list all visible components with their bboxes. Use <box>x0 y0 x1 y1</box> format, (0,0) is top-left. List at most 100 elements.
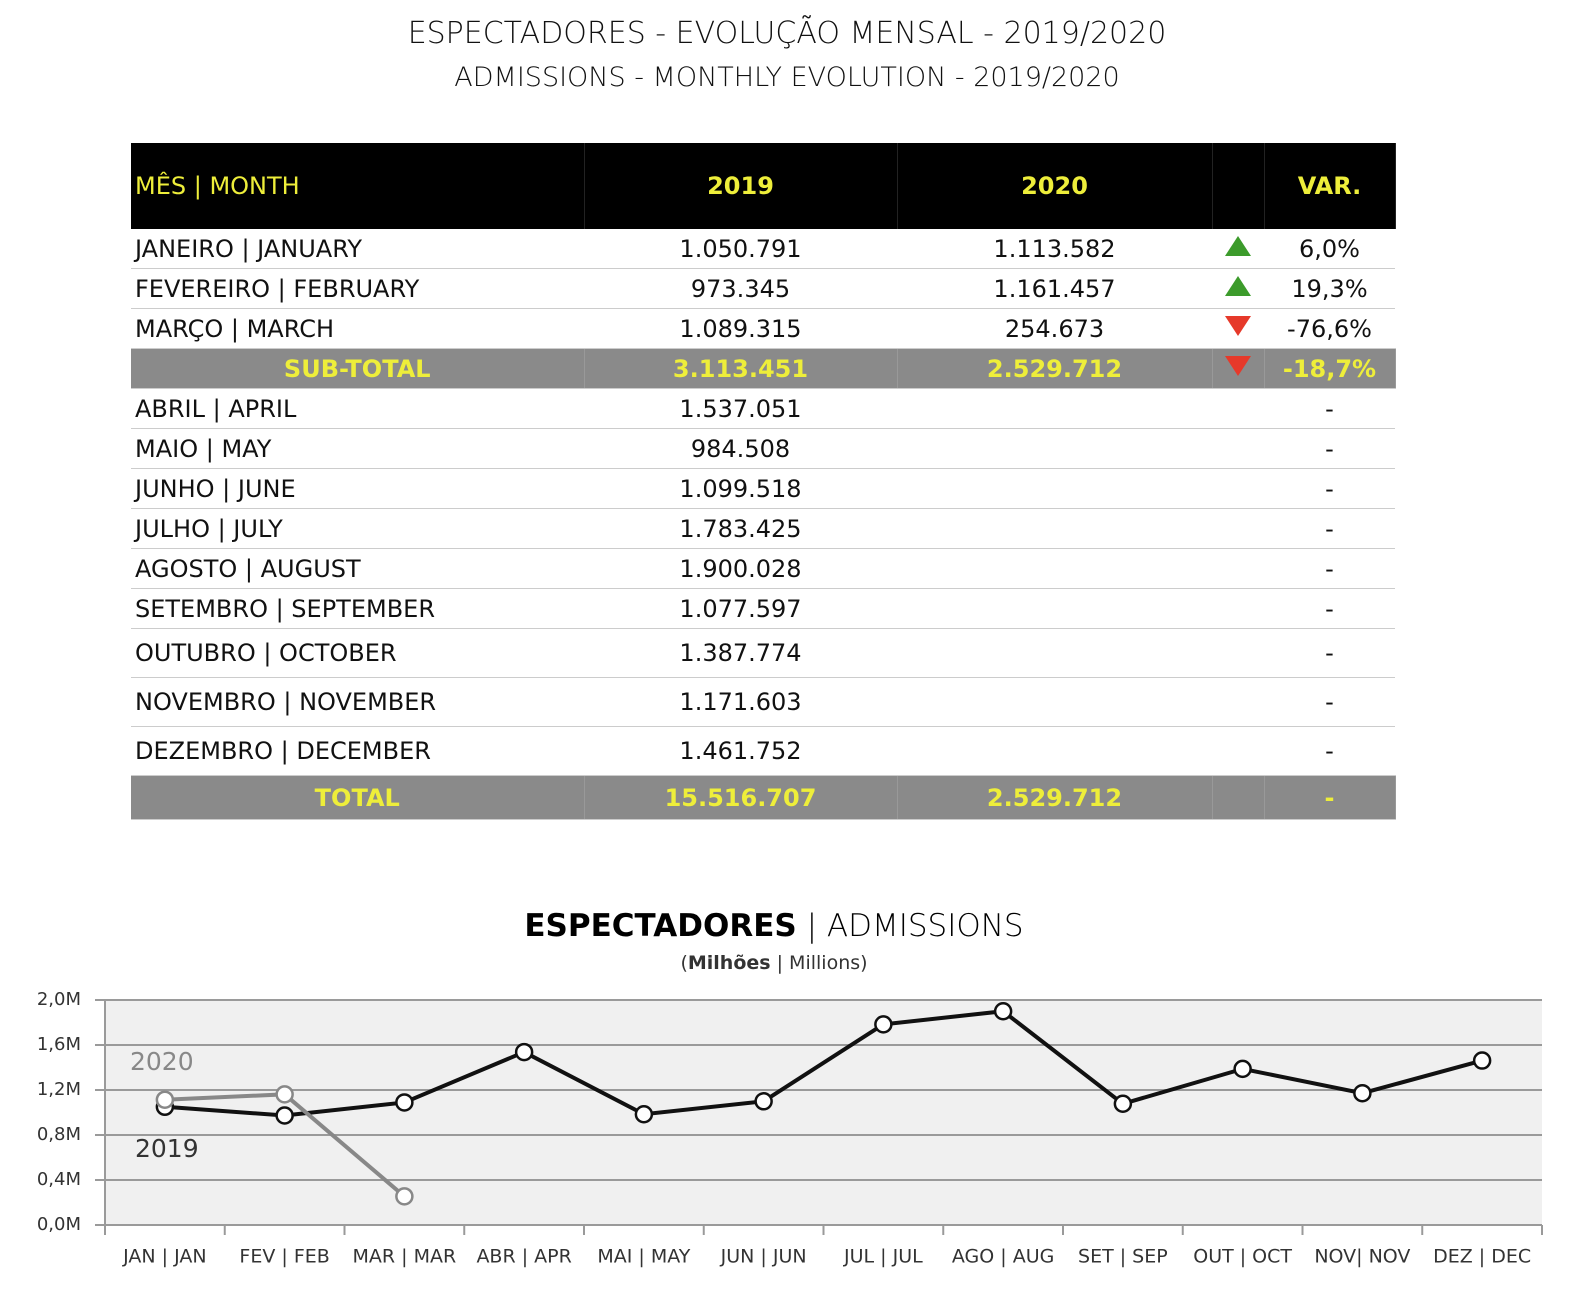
x-tick-label: JUN | JUN <box>720 1246 807 1268</box>
arrow <box>1225 275 1251 296</box>
cell: 1.099.518 <box>584 468 897 509</box>
arrow-icon <box>1225 235 1251 256</box>
cell: FEVEREIRO | FEBRUARY <box>131 268 584 309</box>
cell: SUB-TOTAL <box>131 348 585 389</box>
cell: 15.516.707 <box>584 775 898 820</box>
point <box>1233 1059 1252 1079</box>
highlight-row: TOTAL 15.516.707 2.529.712 - <box>131 775 1396 820</box>
cell <box>897 677 1212 727</box>
point <box>395 1187 414 1206</box>
cell: JUNHO | JUNE <box>131 468 584 509</box>
row: JANEIRO | JANUARY 1.050.791 1.113.582 6,0% <box>131 229 1395 269</box>
cell <box>897 508 1212 549</box>
x-tick-label: AGO | AUG <box>952 1246 1054 1268</box>
cell: 1.077.597 <box>584 588 897 629</box>
x-tick-label: MAR | MAR <box>353 1246 457 1268</box>
cell: SETEMBRO | SEPTEMBER <box>131 588 584 629</box>
cell <box>1212 308 1264 349</box>
cell <box>1212 628 1264 678</box>
cell: 19,3% <box>1264 268 1395 309</box>
cell: - <box>1264 588 1395 629</box>
x-tick-label: JUL | JUL <box>843 1246 923 1268</box>
row: ABRIL | APRIL 1.537.051 - <box>131 388 1395 429</box>
cell: MAIO | MAY <box>131 428 584 469</box>
x-tick-label: FEV | FEB <box>239 1246 329 1268</box>
cell <box>1212 588 1264 629</box>
cell: AGOSTO | AUGUST <box>131 548 584 589</box>
cell: 1.387.774 <box>584 628 897 678</box>
cell: 2.529.712 <box>897 348 1213 389</box>
y-tick-label: 0,4M <box>37 1169 81 1190</box>
cell: - <box>1264 628 1395 678</box>
x-tick-label: NOV| NOV <box>1314 1246 1410 1268</box>
point <box>1472 1051 1492 1070</box>
cell: JULHO | JULY <box>131 508 584 549</box>
plot-background <box>105 1000 1542 1225</box>
cell: -18,7% <box>1264 348 1396 389</box>
x-tick-label: SET | SEP <box>1078 1246 1168 1268</box>
cell: - <box>1264 468 1395 509</box>
cell <box>1212 268 1264 309</box>
header-cell: 2019 <box>584 143 898 229</box>
row: AGOSTO | AUGUST 1.900.028 - <box>131 548 1395 589</box>
cell: 3.113.451 <box>584 348 898 389</box>
cell: 1.783.425 <box>584 508 897 549</box>
cell: - <box>1264 428 1395 469</box>
cell: 984.508 <box>584 428 897 469</box>
cell: 1.171.603 <box>584 677 897 727</box>
row: JUNHO | JUNE 1.099.518 - <box>131 468 1395 509</box>
chart: ESPECTADORES | ADMISSIONS (Milhões | Mil… <box>37 908 1543 1268</box>
x-tick-label: ABR | APR <box>476 1246 571 1268</box>
cell <box>1212 388 1264 429</box>
cell <box>897 726 1212 776</box>
point <box>754 1092 773 1111</box>
point <box>993 1001 1013 1021</box>
chart-subtitle-part: | Millions) <box>771 952 868 974</box>
point <box>874 1015 893 1034</box>
cell <box>897 548 1212 589</box>
cell: 1.113.582 <box>897 229 1212 269</box>
arrow-icon <box>1225 355 1251 376</box>
cell: 1.161.457 <box>897 268 1212 309</box>
cell: 1.537.051 <box>584 388 897 429</box>
cell: - <box>1264 726 1395 776</box>
arrow <box>1225 355 1251 376</box>
cell: 6,0% <box>1264 229 1395 269</box>
cell <box>897 428 1212 469</box>
row: NOVEMBRO | NOVEMBER 1.171.603 - <box>131 677 1395 727</box>
header-cell: MÊS | MONTH <box>131 143 585 229</box>
cell: 973.345 <box>584 268 897 309</box>
arrow-icon <box>1225 275 1251 296</box>
cell: OUTUBRO | OCTOBER <box>131 628 584 678</box>
cell <box>1212 229 1264 269</box>
point <box>155 1090 175 1109</box>
series-label: 2020 <box>130 1047 194 1076</box>
cell: - <box>1264 508 1395 549</box>
point <box>275 1085 294 1104</box>
y-tick-label: 1,2M <box>37 1079 81 1100</box>
title: ESPECTADORES - EVOLUÇÃO MENSAL - 2019/20… <box>407 16 1167 51</box>
header-row: MÊS | MONTH 2019 2020 VAR. <box>131 143 1396 229</box>
point <box>395 1093 414 1112</box>
chart-subtitle-part: Milhões <box>688 952 771 974</box>
header-cell <box>1212 143 1265 229</box>
cell: 1.089.315 <box>584 308 897 349</box>
cell: -76,6% <box>1264 308 1395 349</box>
row: OUTUBRO | OCTOBER 1.387.774 - <box>131 628 1395 678</box>
header-cell: 2020 <box>897 143 1213 229</box>
cell: DEZEMBRO | DECEMBER <box>131 726 584 776</box>
cell: ABRIL | APRIL <box>131 388 584 429</box>
row: DEZEMBRO | DECEMBER 1.461.752 - <box>131 726 1395 776</box>
cell: - <box>1264 388 1395 429</box>
cell: - <box>1264 775 1396 820</box>
cell <box>1212 348 1265 389</box>
chart-subtitle-part: ( <box>680 952 687 974</box>
y-tick-label: 0,8M <box>37 1124 81 1145</box>
x-tick-label: JAN | JAN <box>122 1246 206 1268</box>
cell <box>1212 508 1264 549</box>
cell <box>897 468 1212 509</box>
highlight-row: SUB-TOTAL 3.113.451 2.529.712 -18,7% <box>131 348 1396 389</box>
x-tick-label: DEZ | DEC <box>1433 1246 1531 1268</box>
series-line <box>164 1009 1483 1118</box>
header-cell: VAR. <box>1264 143 1396 229</box>
